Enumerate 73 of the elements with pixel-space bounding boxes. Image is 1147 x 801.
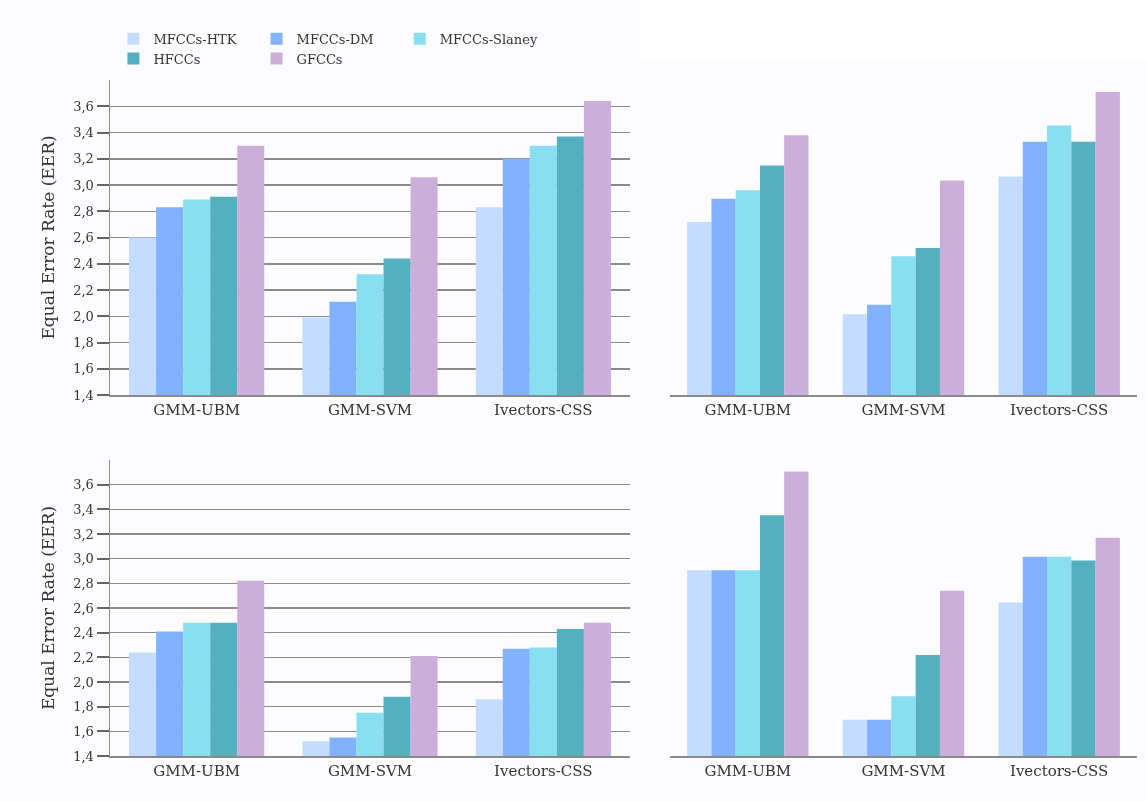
bar [915,248,940,395]
y-tick-label: 2,2 [73,649,94,665]
x-tick-label: Ivectors-CSS [494,762,593,780]
y-tick-label: 3,2 [73,526,94,542]
bar [939,590,965,756]
x-tick-label: GMM-SVM [327,762,413,780]
bar [867,719,892,756]
y-tick-label: 2,6 [73,600,94,616]
legend-label: MFCCs-HTK [153,31,237,47]
bar [891,256,916,395]
bar [711,570,736,756]
bar [1071,560,1096,756]
y-tick-label: 2,2 [73,282,94,298]
y-tick-label: 2,8 [73,203,94,219]
x-tick-label: Ivectors-CSS [1009,401,1109,419]
bar [998,602,1023,756]
bar [735,190,760,395]
bar [711,198,736,395]
x-tick-label: GMM-SVM [861,762,946,780]
bar [1071,141,1096,395]
x-tick-label: GMM-SVM [861,401,946,419]
y-tick-label: 3,6 [73,98,94,114]
bar [735,570,760,756]
y-tick-label: 2,6 [73,230,94,246]
y-tick-label: 1,8 [73,699,94,715]
bar [867,304,892,395]
bar [998,176,1023,395]
y-tick-label: 3,0 [73,177,94,193]
y-tick-label: 3,2 [73,151,94,167]
x-tick-label: Ivectors-CSS [1009,762,1109,780]
bar [687,222,712,395]
x-tick-label: GMM-UBM [704,401,792,419]
y-tick-label: 3,4 [73,501,94,517]
y-tick-label: 2,4 [73,256,94,272]
bar [1047,556,1072,756]
bar [1095,92,1120,395]
y-tick-label: 2,4 [73,625,94,641]
legend-label: GFCCs [296,51,343,67]
legend-label: MFCCs-Slaney [439,31,538,47]
bar [915,654,940,756]
bar [784,471,809,756]
legend-label: MFCCs-DM [296,31,374,47]
legend-label: HFCCs [153,51,201,67]
bar [939,180,965,395]
y-axis-title: Equal Error Rate (EER) [38,135,59,340]
x-tick-label: Ivectors-CSS [494,401,593,419]
y-tick-label: 1,4 [73,387,94,403]
y-tick-label: 1,6 [73,723,94,739]
x-tick-label: GMM-UBM [704,762,792,780]
x-tick-label: GMM-SVM [327,401,413,419]
y-tick-label: 1,4 [73,748,94,764]
bar [784,135,809,395]
y-tick-label: 2,0 [73,674,94,690]
y-tick-label: 3,4 [73,125,94,141]
bar [687,570,712,756]
y-tick-label: 1,6 [73,361,94,377]
y-tick-label: 2,8 [73,575,94,591]
bar [891,696,916,756]
bar [842,314,868,395]
bar [842,719,868,756]
bar [1022,141,1048,395]
bar [759,165,785,395]
bar [759,515,785,756]
bar [1047,125,1072,395]
x-tick-label: GMM-UBM [153,401,241,419]
bar [1095,537,1120,756]
y-axis-title: Equal Error Rate (EER) [38,505,59,711]
x-tick-label: GMM-UBM [153,762,241,780]
bar [1022,556,1048,756]
y-tick-label: 2,0 [73,308,94,324]
y-tick-label: 3,0 [73,551,94,567]
y-tick-label: 1,8 [73,335,94,351]
y-tick-label: 3,6 [73,477,94,493]
